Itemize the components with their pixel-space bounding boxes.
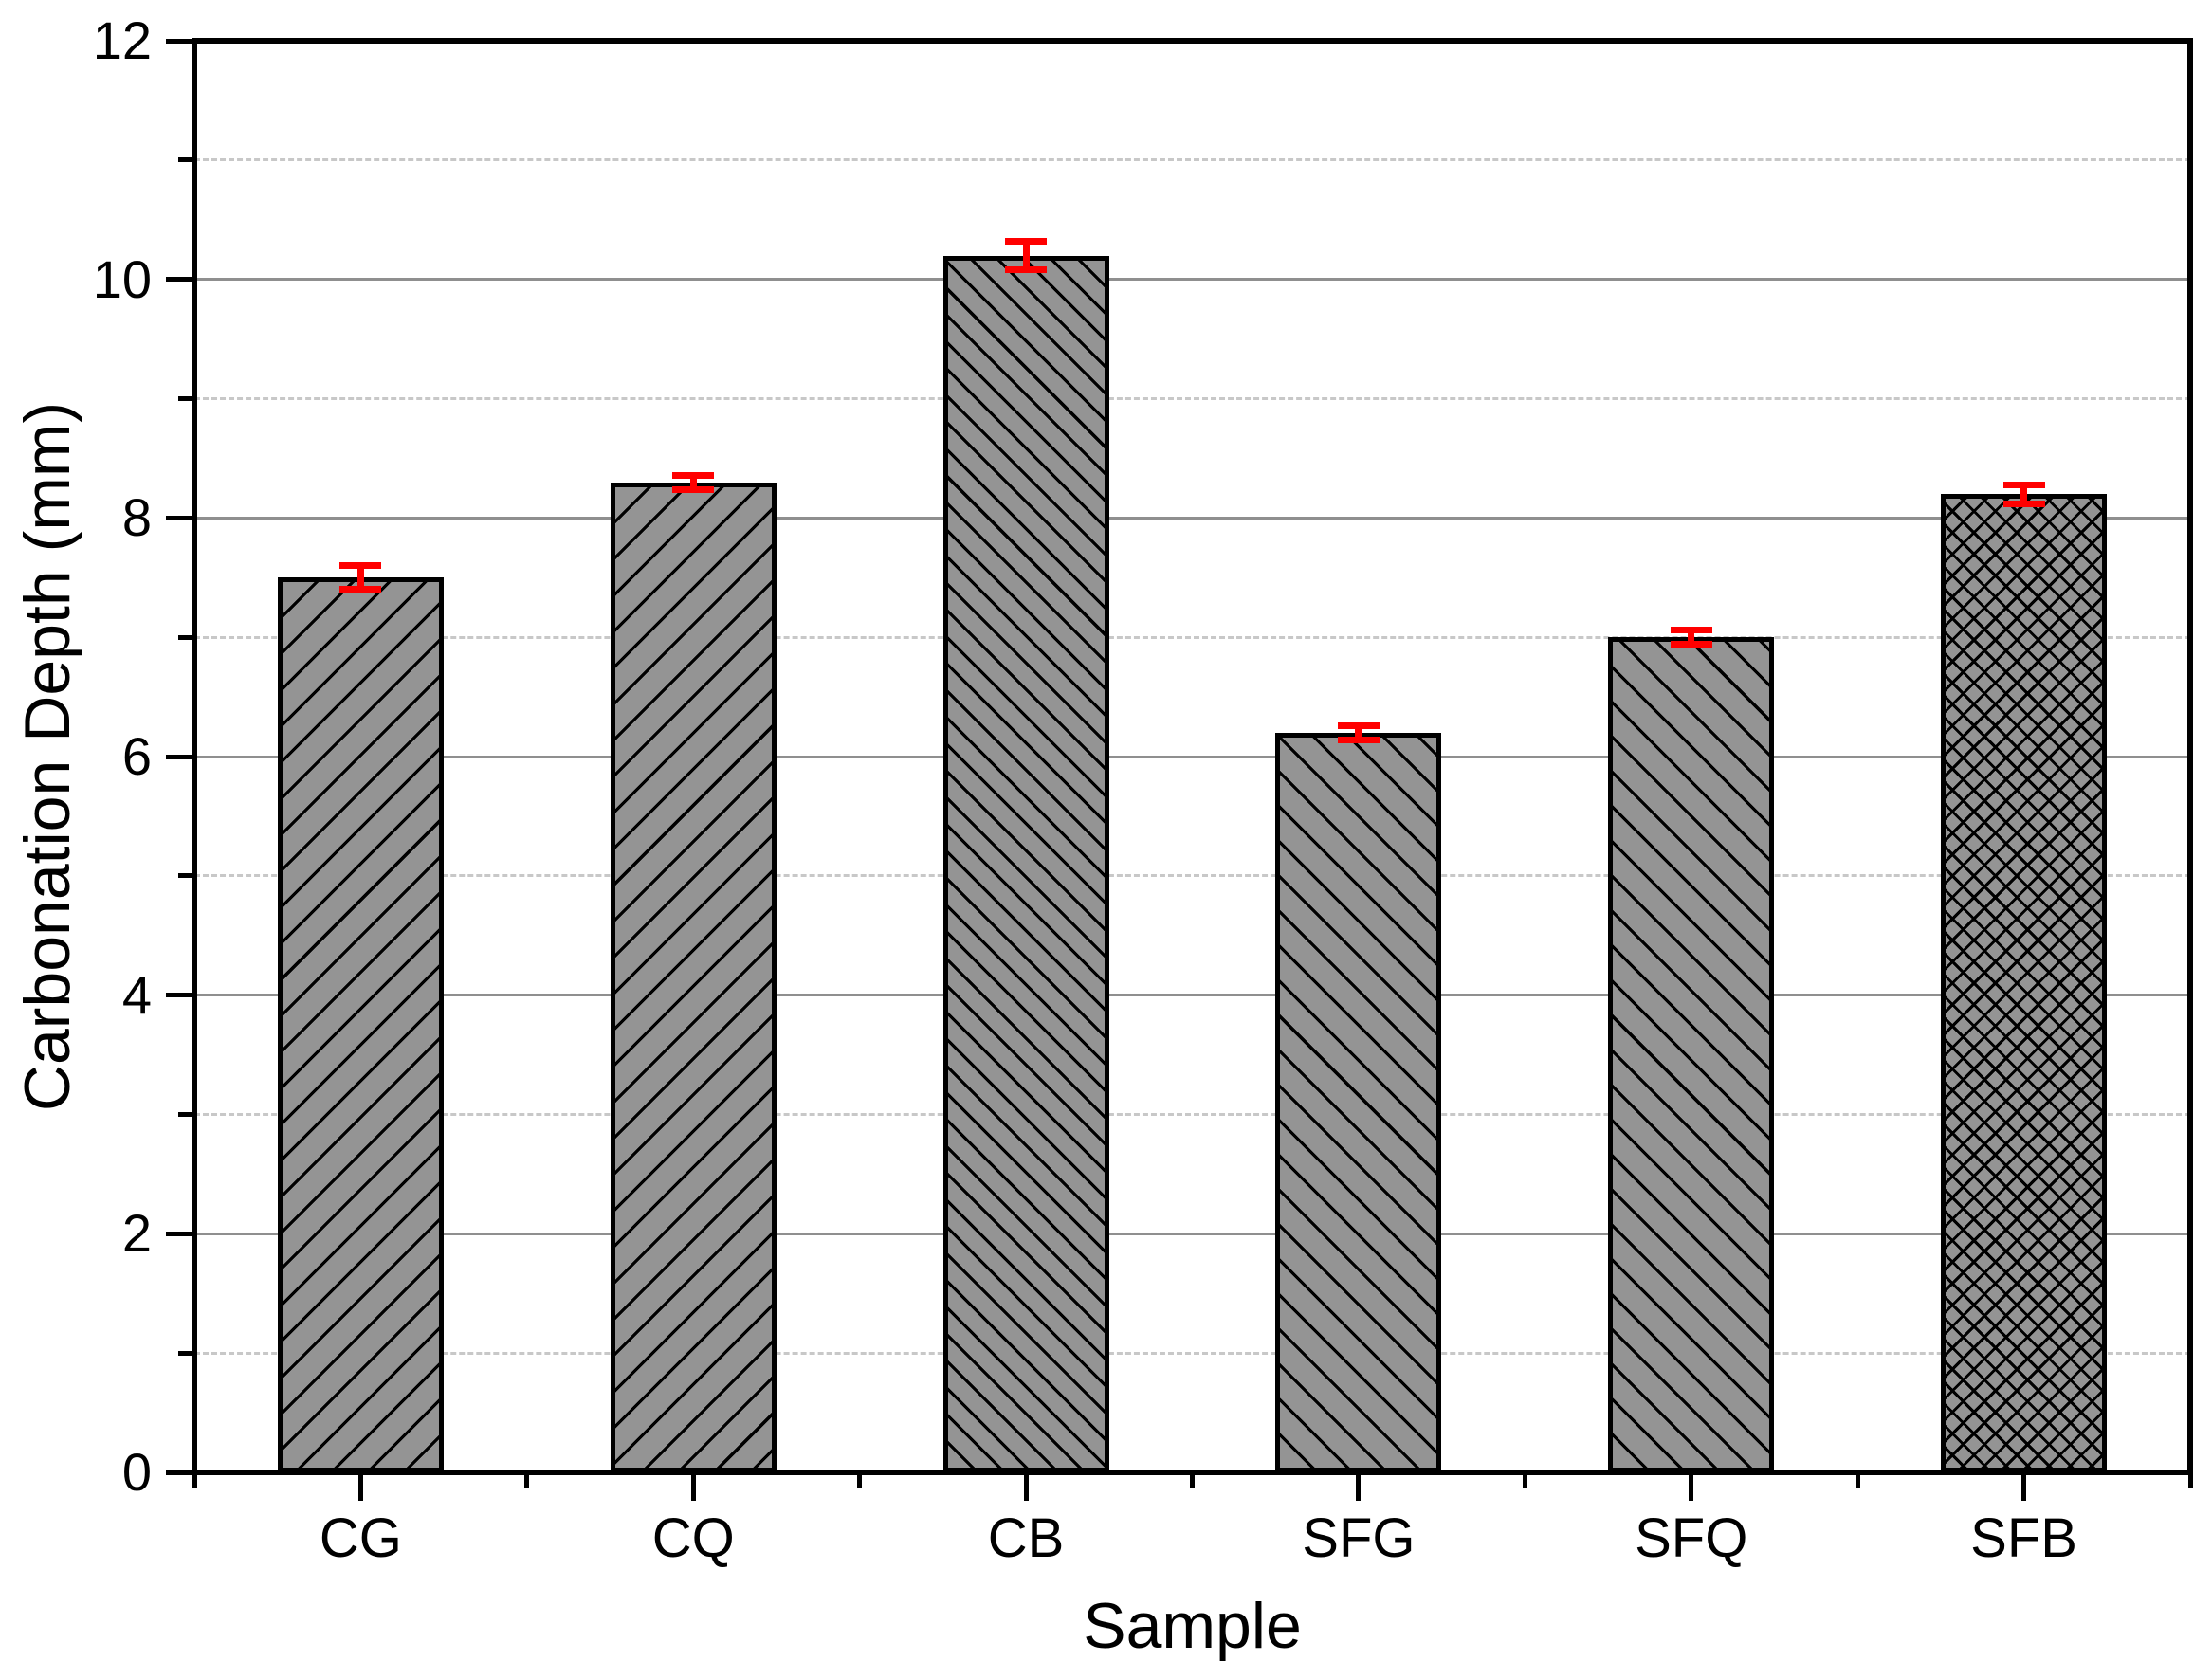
y-tick-label: 10 bbox=[92, 248, 152, 309]
x-tick-label: CB bbox=[987, 1507, 1065, 1569]
gridline-major-solid bbox=[194, 994, 2190, 997]
error-bar-cap-bottom bbox=[1005, 266, 1048, 274]
error-bar-stem bbox=[689, 475, 697, 490]
y-minor-tick bbox=[178, 1350, 194, 1356]
bar-SFQ bbox=[1608, 637, 1774, 1472]
y-tick-label: 0 bbox=[121, 1442, 152, 1502]
y-minor-tick bbox=[178, 396, 194, 401]
x-major-tick bbox=[1023, 1472, 1029, 1501]
error-bar-cap-top bbox=[339, 562, 382, 570]
error-bar-cap-top bbox=[1005, 237, 1048, 245]
error-bar-cap-bottom bbox=[2002, 500, 2045, 507]
y-minor-tick bbox=[178, 157, 194, 163]
y-major-tick bbox=[166, 515, 194, 520]
bar-SFB bbox=[1941, 494, 2107, 1472]
error-bar-cap-bottom bbox=[672, 485, 715, 493]
error-bar-stem bbox=[2020, 484, 2028, 504]
error-bar-cap-bottom bbox=[339, 586, 382, 593]
y-minor-tick bbox=[178, 873, 194, 879]
x-axis-title: Sample bbox=[1083, 1590, 1302, 1662]
x-minor-tick bbox=[2187, 1472, 2193, 1488]
y-minor-tick bbox=[178, 1112, 194, 1117]
x-minor-tick bbox=[192, 1472, 197, 1488]
error-bar-cap-top bbox=[2002, 481, 2045, 488]
y-major-tick bbox=[166, 754, 194, 759]
y-tick-label: 12 bbox=[92, 10, 152, 70]
bar-SFG bbox=[1275, 732, 1441, 1472]
y-major-tick bbox=[166, 1231, 194, 1236]
error-bar-stem bbox=[1688, 630, 1695, 645]
gridline-major-solid bbox=[194, 516, 2190, 520]
gridline-minor-dashed bbox=[194, 874, 2190, 878]
grid-layer bbox=[194, 41, 2190, 1472]
y-minor-tick bbox=[178, 634, 194, 640]
error-bar-stem bbox=[1022, 241, 1030, 270]
bar-CQ bbox=[611, 482, 777, 1472]
x-major-tick bbox=[690, 1472, 696, 1501]
x-minor-tick bbox=[1855, 1472, 1860, 1488]
error-bar-cap-bottom bbox=[1670, 641, 1712, 648]
y-major-tick bbox=[166, 38, 194, 44]
x-minor-tick bbox=[1190, 1472, 1195, 1488]
error-bar-cap-bottom bbox=[1337, 736, 1380, 743]
x-major-tick bbox=[2021, 1472, 2027, 1501]
y-major-tick bbox=[166, 993, 194, 998]
x-tick-label: SFB bbox=[1970, 1507, 2077, 1569]
y-axis-title: Carbonation Depth (mm) bbox=[11, 401, 83, 1112]
x-minor-tick bbox=[524, 1472, 530, 1488]
gridline-minor-dashed bbox=[194, 158, 2190, 162]
gridline-minor-dashed bbox=[194, 1351, 2190, 1355]
x-tick-label: SFQ bbox=[1635, 1507, 1748, 1569]
gridline-major-solid bbox=[194, 755, 2190, 758]
y-tick-label: 2 bbox=[121, 1203, 152, 1264]
bar-CB bbox=[943, 255, 1109, 1472]
gridline-major-solid bbox=[194, 278, 2190, 282]
x-major-tick bbox=[357, 1472, 363, 1501]
error-bar-cap-top bbox=[672, 471, 715, 479]
gridline-minor-dashed bbox=[194, 635, 2190, 639]
y-major-tick bbox=[166, 277, 194, 283]
error-bar-cap-top bbox=[1670, 627, 1712, 634]
x-major-tick bbox=[1356, 1472, 1362, 1501]
gridline-minor-dashed bbox=[194, 397, 2190, 400]
x-tick-label: CQ bbox=[651, 1507, 735, 1569]
bars-layer bbox=[194, 41, 2190, 1472]
x-major-tick bbox=[1689, 1472, 1694, 1501]
x-minor-tick bbox=[857, 1472, 863, 1488]
y-major-tick bbox=[166, 1470, 194, 1475]
gridline-major-solid bbox=[194, 1232, 2190, 1235]
error-bar-stem bbox=[1355, 725, 1362, 740]
error-bar-stem bbox=[356, 565, 364, 590]
x-tick-label: SFG bbox=[1302, 1507, 1416, 1569]
error-bar-cap-top bbox=[1337, 721, 1380, 729]
gridline-minor-dashed bbox=[194, 1113, 2190, 1116]
x-tick-label: CG bbox=[319, 1507, 402, 1569]
x-minor-tick bbox=[1522, 1472, 1527, 1488]
bar-CG bbox=[278, 577, 444, 1472]
